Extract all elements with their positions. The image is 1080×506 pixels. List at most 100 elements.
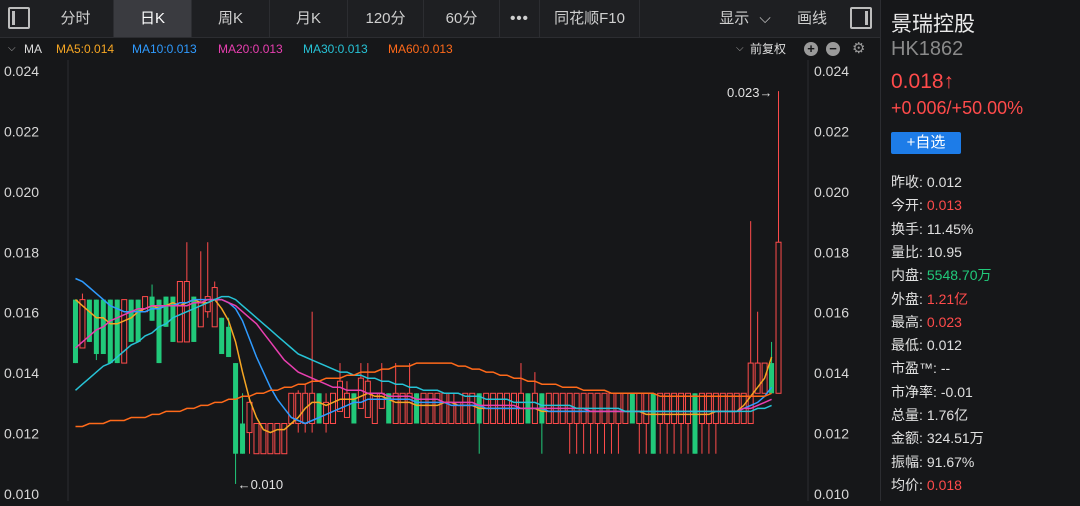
- ma-label[interactable]: MA: [24, 42, 42, 56]
- candle-body-up: [622, 392, 629, 425]
- stat-value: 91.67%: [926, 453, 975, 470]
- chevron-down-icon[interactable]: ⌵: [8, 43, 16, 54]
- candle-body-down: [170, 296, 176, 342]
- stat-value: --: [940, 360, 951, 377]
- gear-icon[interactable]: ⚙: [852, 40, 866, 57]
- candle-body-down: [692, 393, 698, 454]
- stat-row: 量比: 10.95: [891, 242, 962, 262]
- stat-label: 量比:: [891, 243, 923, 260]
- zoom-out-icon[interactable]: −: [826, 42, 840, 56]
- kline-chart-svg[interactable]: 0.024 0.024 0.022 0.022 0.020 0.020 0.018 0.018…: [0, 60, 880, 502]
- stat-value: 5548.70万: [926, 267, 992, 284]
- stat-value: 0.023: [926, 313, 962, 330]
- draw-line-button[interactable]: 画线: [796, 10, 827, 27]
- y-tick-label-left: 0.014: [4, 365, 39, 381]
- display-label: 显示: [719, 10, 750, 27]
- tab-intraday[interactable]: 分时: [38, 0, 114, 37]
- ma5-value: MA5:0.014: [56, 42, 115, 56]
- tab-60min[interactable]: 60分: [424, 0, 500, 37]
- candle-body-down: [226, 326, 232, 358]
- low-price-annotation: ←0.010: [238, 477, 284, 492]
- stat-row: 总量: 1.76亿: [891, 405, 968, 425]
- candle-body-up: [267, 423, 274, 455]
- more-periods-button[interactable]: •••: [500, 0, 540, 37]
- candle-body-up: [636, 392, 643, 425]
- stat-row: 金额: 324.51万: [891, 428, 984, 448]
- candle-body-up: [79, 299, 86, 349]
- candle-body-down: [769, 363, 775, 394]
- tab-weekly-k[interactable]: 周K: [192, 0, 270, 37]
- stat-value: 324.51万: [926, 430, 984, 447]
- stat-value: 1.76亿: [926, 407, 969, 423]
- candle-body-up: [719, 392, 726, 425]
- candle-body-up: [392, 392, 399, 425]
- candle-body-down: [386, 393, 392, 424]
- candle-body-up: [427, 392, 434, 425]
- y-tick-label-right: 0.024: [814, 63, 849, 79]
- candle-body-down: [650, 393, 656, 454]
- candle-body-up: [469, 392, 476, 425]
- tab-120min[interactable]: 120分: [348, 0, 424, 37]
- candle-body-up: [281, 423, 288, 455]
- chart-grid: [67, 60, 809, 501]
- candle-body-down: [240, 423, 246, 454]
- candle-body-up: [434, 392, 441, 425]
- stat-row: 外盘: 1.21亿: [891, 289, 968, 309]
- candle-body-down: [86, 299, 92, 342]
- ma20-value: MA20:0.013: [218, 42, 283, 56]
- candle-body-down: [629, 393, 635, 424]
- candle-body-down: [233, 363, 239, 454]
- y-tick-label-right: 0.012: [814, 426, 849, 442]
- stat-row: 换手: 11.45%: [891, 219, 973, 239]
- price-change: +0.006/+50.00%: [891, 98, 1024, 118]
- stat-label: 换手:: [891, 220, 923, 237]
- tab-daily-k[interactable]: 日K: [114, 0, 192, 37]
- stat-value: 0.012: [926, 337, 962, 354]
- candle-body-up: [406, 392, 413, 425]
- stat-label: 市净率:: [891, 383, 937, 400]
- collapse-left-icon[interactable]: [8, 7, 30, 29]
- stat-value: 0.018: [926, 476, 962, 493]
- candle-body-up: [420, 392, 427, 425]
- stat-row: 振幅: 91.67%: [891, 452, 974, 472]
- stat-row: 市盈™: --: [891, 358, 950, 378]
- stock-info-panel: 景瑞控股 HK1862 0.018↑ +0.006/+50.00% +自选 昨收…: [880, 0, 1080, 501]
- adjust-dropdown[interactable]: 前复权: [750, 42, 787, 56]
- tab-f10[interactable]: 同花顺F10: [540, 0, 640, 37]
- display-dropdown[interactable]: 显示 ⌵: [700, 0, 790, 37]
- current-price: 0.018↑: [891, 70, 955, 93]
- y-tick-label-left: 0.022: [4, 123, 39, 139]
- candle-body-up: [462, 392, 469, 425]
- candle-body-down: [219, 317, 225, 355]
- candle-body-up: [643, 392, 650, 425]
- candle-body-up: [121, 299, 128, 364]
- chevron-down-icon: ⌵: [759, 10, 771, 27]
- candle-body-up: [754, 362, 761, 394]
- candle-body-up: [371, 392, 378, 425]
- candle-body-up: [698, 392, 705, 425]
- ma-line-ma30: [75, 295, 772, 413]
- y-tick-label-right: 0.014: [814, 365, 849, 381]
- axis-labels: 0.024 0.024 0.022 0.022 0.020 0.020 0.018 0.018…: [4, 63, 849, 502]
- candle-body-up: [295, 392, 302, 425]
- candle-body-up: [253, 423, 260, 455]
- candles: [72, 91, 782, 484]
- add-watchlist-button[interactable]: +自选: [891, 132, 961, 154]
- stat-label: 振幅:: [891, 453, 923, 470]
- ma-lines: [75, 277, 773, 434]
- candle-body-up: [260, 423, 267, 455]
- candle-body-up: [775, 241, 782, 394]
- tab-monthly-k[interactable]: 月K: [270, 0, 348, 37]
- candle-body-down: [414, 393, 420, 424]
- collapse-right-icon[interactable]: [850, 7, 872, 29]
- zoom-in-icon[interactable]: +: [804, 42, 818, 56]
- candle-body-up: [733, 392, 740, 425]
- candle-body-up: [309, 392, 316, 425]
- candle-body-down: [191, 296, 197, 342]
- candle-body-down: [128, 299, 134, 342]
- candle-body-up: [664, 392, 671, 425]
- candle-body-up: [176, 281, 183, 343]
- kline-chart[interactable]: 0.024 0.024 0.022 0.022 0.020 0.020 0.018 0.018…: [0, 60, 880, 502]
- stat-label: 内盘:: [891, 267, 923, 284]
- stat-row: 最低: 0.012: [891, 335, 962, 355]
